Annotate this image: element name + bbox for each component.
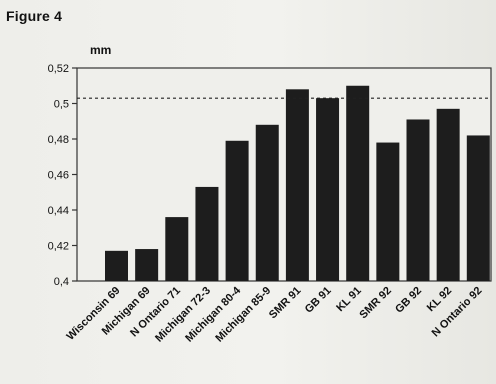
x-category-label: Michigan 85-9 [213, 285, 273, 345]
bar [255, 124, 279, 281]
figure-title: Figure 4 [6, 8, 63, 24]
x-category-label: SMR 92 [357, 285, 394, 322]
bar [466, 135, 490, 281]
bar [195, 186, 219, 281]
bar [225, 140, 249, 281]
bar [316, 98, 340, 281]
bar [285, 89, 309, 281]
y-tick-label: 0,44 [48, 205, 69, 217]
y-axis: 0,4 0,42 0,44 0,46 0,48 0,5 0,52 [48, 63, 77, 288]
x-category-label: SMR 91 [267, 285, 304, 322]
y-tick-label: 0,48 [48, 134, 69, 146]
bar [406, 119, 430, 281]
y-tick-label: 0,52 [48, 63, 69, 75]
bars [105, 85, 490, 281]
y-tick-label: 0,4 [54, 276, 69, 288]
bar [436, 108, 460, 281]
bar [376, 142, 400, 281]
bar [135, 249, 159, 281]
x-category-label: GB 92 [393, 285, 424, 316]
x-category-label: GB 91 [303, 285, 334, 316]
y-axis-unit-label: mm [90, 43, 112, 57]
y-tick-label: 0,42 [48, 241, 69, 253]
y-tick-label: 0,5 [54, 99, 69, 111]
bar [346, 85, 370, 281]
bar [105, 250, 128, 281]
y-tick-label: 0,46 [48, 170, 69, 182]
bar [165, 217, 189, 281]
